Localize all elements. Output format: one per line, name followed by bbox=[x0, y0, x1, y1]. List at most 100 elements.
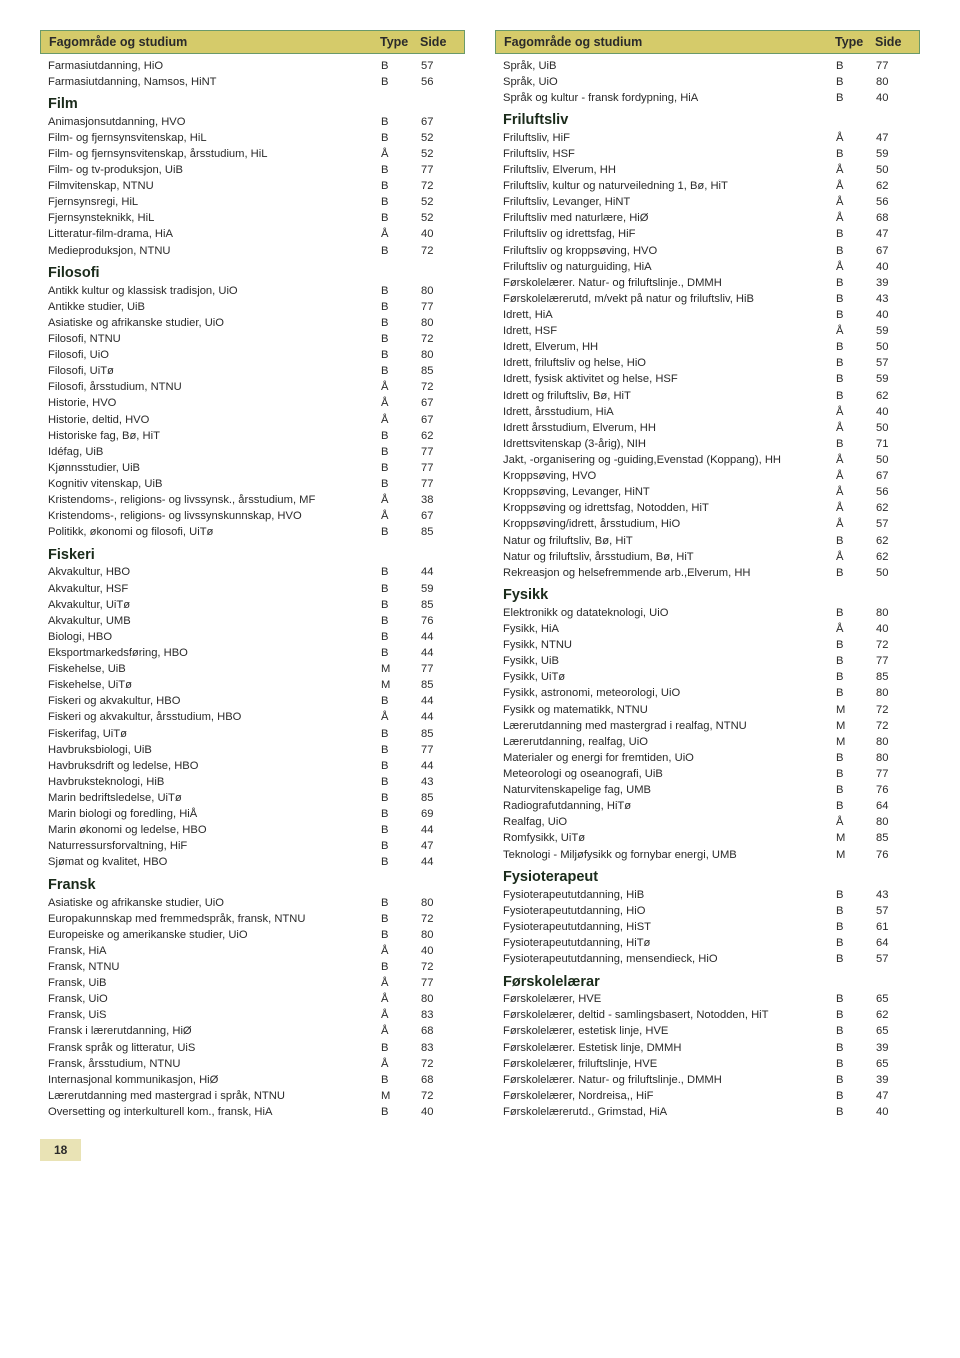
row-type: B bbox=[836, 952, 876, 967]
row-side: 68 bbox=[876, 211, 912, 226]
row-type: B bbox=[381, 1073, 421, 1088]
row-type: B bbox=[381, 316, 421, 331]
row-label: Språk, UiO bbox=[503, 75, 836, 90]
row-side: 57 bbox=[876, 356, 912, 371]
row-label: Meteorologi og oseanografi, UiB bbox=[503, 767, 836, 782]
row-type: B bbox=[836, 1008, 876, 1023]
row-type: B bbox=[836, 670, 876, 685]
row-label: Friluftsliv, Elverum, HH bbox=[503, 163, 836, 178]
row-label: Friluftsliv, kultur og naturveiledning 1… bbox=[503, 179, 836, 194]
table-row: Fjernsynsteknikk, HiLB52 bbox=[40, 211, 465, 227]
table-row: Fjernsynsregi, HiLB52 bbox=[40, 195, 465, 211]
row-side: 80 bbox=[876, 815, 912, 830]
row-type: Å bbox=[836, 550, 876, 565]
table-row: Historie, deltid, HVOÅ67 bbox=[40, 412, 465, 428]
row-label: Natur og friluftsliv, årsstudium, Bø, Hi… bbox=[503, 550, 836, 565]
row-type: Å bbox=[836, 163, 876, 178]
row-label: Fysikk, UiB bbox=[503, 654, 836, 669]
row-label: Idrett, friluftsliv og helse, HiO bbox=[503, 356, 836, 371]
table-row: Kroppsøving og idrettsfag, Notodden, HiT… bbox=[495, 501, 920, 517]
table-row: Antikk kultur og klassisk tradisjon, UiO… bbox=[40, 283, 465, 299]
row-label: Idéfag, UiB bbox=[48, 445, 381, 460]
table-row: Fysioterapeututdanning, HiSTB61 bbox=[495, 919, 920, 935]
row-label: Teknologi - Miljøfysikk og fornybar ener… bbox=[503, 848, 836, 863]
row-side: 67 bbox=[876, 244, 912, 259]
row-side: 67 bbox=[421, 413, 457, 428]
row-type: B bbox=[836, 686, 876, 701]
row-label: Kroppsøving, HVO bbox=[503, 469, 836, 484]
row-type: Å bbox=[381, 380, 421, 395]
row-side: 43 bbox=[876, 292, 912, 307]
row-label: Rekreasjon og helsefremmende arb.,Elveru… bbox=[503, 566, 836, 581]
row-side: 80 bbox=[421, 284, 457, 299]
table-row: Akvakultur, HSFB59 bbox=[40, 581, 465, 597]
row-side: 52 bbox=[421, 211, 457, 226]
row-side: 77 bbox=[876, 654, 912, 669]
row-type: B bbox=[836, 1024, 876, 1039]
table-row: Eksportmarkedsføring, HBOB44 bbox=[40, 646, 465, 662]
row-side: 40 bbox=[421, 1105, 457, 1120]
table-row: Filosofi, UiOB80 bbox=[40, 348, 465, 364]
row-label: Idrett, Elverum, HH bbox=[503, 340, 836, 355]
row-type: B bbox=[836, 340, 876, 355]
row-side: 77 bbox=[421, 662, 457, 677]
row-label: Lærerutdanning med mastergrad i realfag,… bbox=[503, 719, 836, 734]
table-row: Marin bedriftsledelse, UiTøB85 bbox=[40, 790, 465, 806]
table-row: Idrett, årsstudium, HiAÅ40 bbox=[495, 404, 920, 420]
table-row: Asiatiske og afrikanske studier, UiOB80 bbox=[40, 895, 465, 911]
row-type: B bbox=[381, 284, 421, 299]
table-row: Fransk, årsstudium, NTNUÅ72 bbox=[40, 1056, 465, 1072]
row-type: B bbox=[381, 429, 421, 444]
row-label: Idrett årsstudium, Elverum, HH bbox=[503, 421, 836, 436]
table-row: Fiskerifag, UiTøB85 bbox=[40, 726, 465, 742]
row-type: B bbox=[381, 300, 421, 315]
row-side: 85 bbox=[421, 598, 457, 613]
row-label: Språk og kultur - fransk fordypning, HiA bbox=[503, 91, 836, 106]
table-row: Førskolelærer. Natur- og friluftslinje.,… bbox=[495, 275, 920, 291]
row-label: Elektronikk og datateknologi, UiO bbox=[503, 606, 836, 621]
row-label: Filosofi, UiTø bbox=[48, 364, 381, 379]
row-type: B bbox=[836, 799, 876, 814]
row-label: Friluftsliv, HiF bbox=[503, 131, 836, 146]
row-side: 68 bbox=[421, 1024, 457, 1039]
row-side: 50 bbox=[876, 340, 912, 355]
row-label: Marin biologi og foredling, HiÅ bbox=[48, 807, 381, 822]
row-type: M bbox=[836, 831, 876, 846]
row-label: Akvakultur, UMB bbox=[48, 614, 381, 629]
table-row: Friluftsliv, Levanger, HiNTÅ56 bbox=[495, 195, 920, 211]
table-row: Marin biologi og foredling, HiÅB69 bbox=[40, 807, 465, 823]
row-type: B bbox=[381, 960, 421, 975]
row-type: B bbox=[381, 912, 421, 927]
row-label: Animasjonsutdanning, HVO bbox=[48, 115, 381, 130]
row-label: Film- og fjernsynsvitenskap, HiL bbox=[48, 131, 381, 146]
row-side: 65 bbox=[876, 992, 912, 1007]
row-side: 56 bbox=[876, 195, 912, 210]
row-type: B bbox=[381, 445, 421, 460]
row-side: 80 bbox=[876, 686, 912, 701]
table-row: Kjønnsstudier, UiBB77 bbox=[40, 460, 465, 476]
row-side: 44 bbox=[421, 630, 457, 645]
table-row: Fysioterapeututdanning, mensendieck, HiO… bbox=[495, 952, 920, 968]
header-side: Side bbox=[420, 35, 456, 49]
row-type: B bbox=[381, 646, 421, 661]
left-header: Fagområde og studium Type Side bbox=[40, 30, 465, 54]
row-type: B bbox=[381, 630, 421, 645]
row-label: Historie, deltid, HVO bbox=[48, 413, 381, 428]
table-row: Havbruksbiologi, UiBB77 bbox=[40, 742, 465, 758]
table-row: Teknologi - Miljøfysikk og fornybar ener… bbox=[495, 847, 920, 863]
table-row: Kroppsøving/idrett, årsstudium, HiOÅ57 bbox=[495, 517, 920, 533]
row-type: B bbox=[381, 1105, 421, 1120]
table-row: Friluftsliv og idrettsfag, HiFB47 bbox=[495, 227, 920, 243]
row-label: Fysikk, HiA bbox=[503, 622, 836, 637]
row-side: 64 bbox=[876, 936, 912, 951]
row-type: B bbox=[381, 179, 421, 194]
row-type: B bbox=[381, 195, 421, 210]
row-label: Filmvitenskap, NTNU bbox=[48, 179, 381, 194]
row-label: Fransk, årsstudium, NTNU bbox=[48, 1057, 381, 1072]
row-type: B bbox=[836, 389, 876, 404]
row-side: 52 bbox=[421, 147, 457, 162]
row-side: 80 bbox=[876, 751, 912, 766]
row-type: B bbox=[381, 115, 421, 130]
row-side: 67 bbox=[421, 396, 457, 411]
row-label: Førskolelærerutd, m/vekt på natur og fri… bbox=[503, 292, 836, 307]
